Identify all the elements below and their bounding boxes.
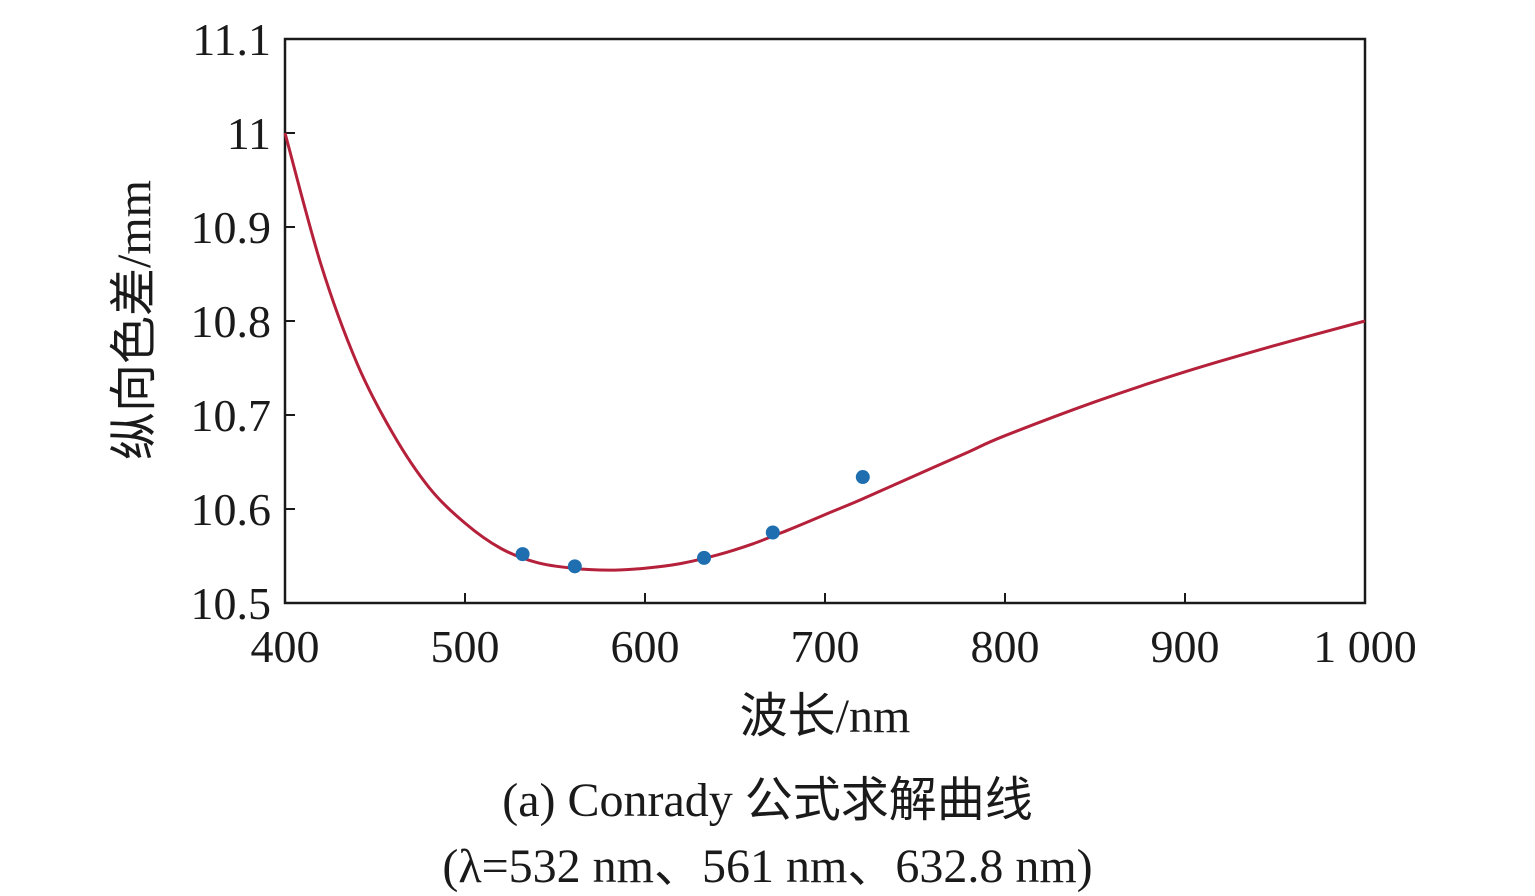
plot-frame <box>283 37 1367 605</box>
measured-points <box>515 470 870 574</box>
y-tick-label: 11.1 <box>192 14 271 65</box>
figure-caption-title: (a) Conrady 公式求解曲线 <box>502 774 1033 827</box>
y-tick-label: 10.8 <box>191 296 272 347</box>
x-axis-title: 波长/nm <box>740 690 911 743</box>
x-tick-label: 500 <box>431 621 500 672</box>
y-tick-label: 10.6 <box>191 484 272 535</box>
y-tick-label: 10.9 <box>191 202 272 253</box>
y-axis-ticks: 10.5 10.6 10.7 10.8 10.9 11 11.1 <box>191 14 295 629</box>
data-point <box>855 470 870 485</box>
data-point <box>697 550 712 565</box>
x-tick-label: 1 000 <box>1313 621 1417 672</box>
chart: 10.5 10.6 10.7 10.8 10.9 11 11.1 400 500 600 700 8… <box>108 14 1417 743</box>
x-tick-label: 600 <box>611 621 680 672</box>
x-tick-label: 400 <box>251 621 320 672</box>
data-point <box>765 525 780 540</box>
y-tick-label: 10.5 <box>191 578 272 629</box>
y-tick-label: 10.7 <box>191 390 272 441</box>
figure-caption-subtitle: (λ=532 nm、561 nm、632.8 nm) <box>442 840 1093 893</box>
x-axis-ticks: 400 500 600 700 800 900 1 000 <box>251 593 1417 672</box>
x-tick-label: 900 <box>1151 621 1220 672</box>
data-point <box>515 547 530 562</box>
x-tick-label: 800 <box>971 621 1040 672</box>
conrady-fit-curve <box>283 132 1366 572</box>
data-point <box>567 559 582 574</box>
x-tick-label: 700 <box>791 621 860 672</box>
y-axis-title: 纵向色差/mm <box>108 180 161 460</box>
y-tick-label: 11 <box>227 108 271 159</box>
